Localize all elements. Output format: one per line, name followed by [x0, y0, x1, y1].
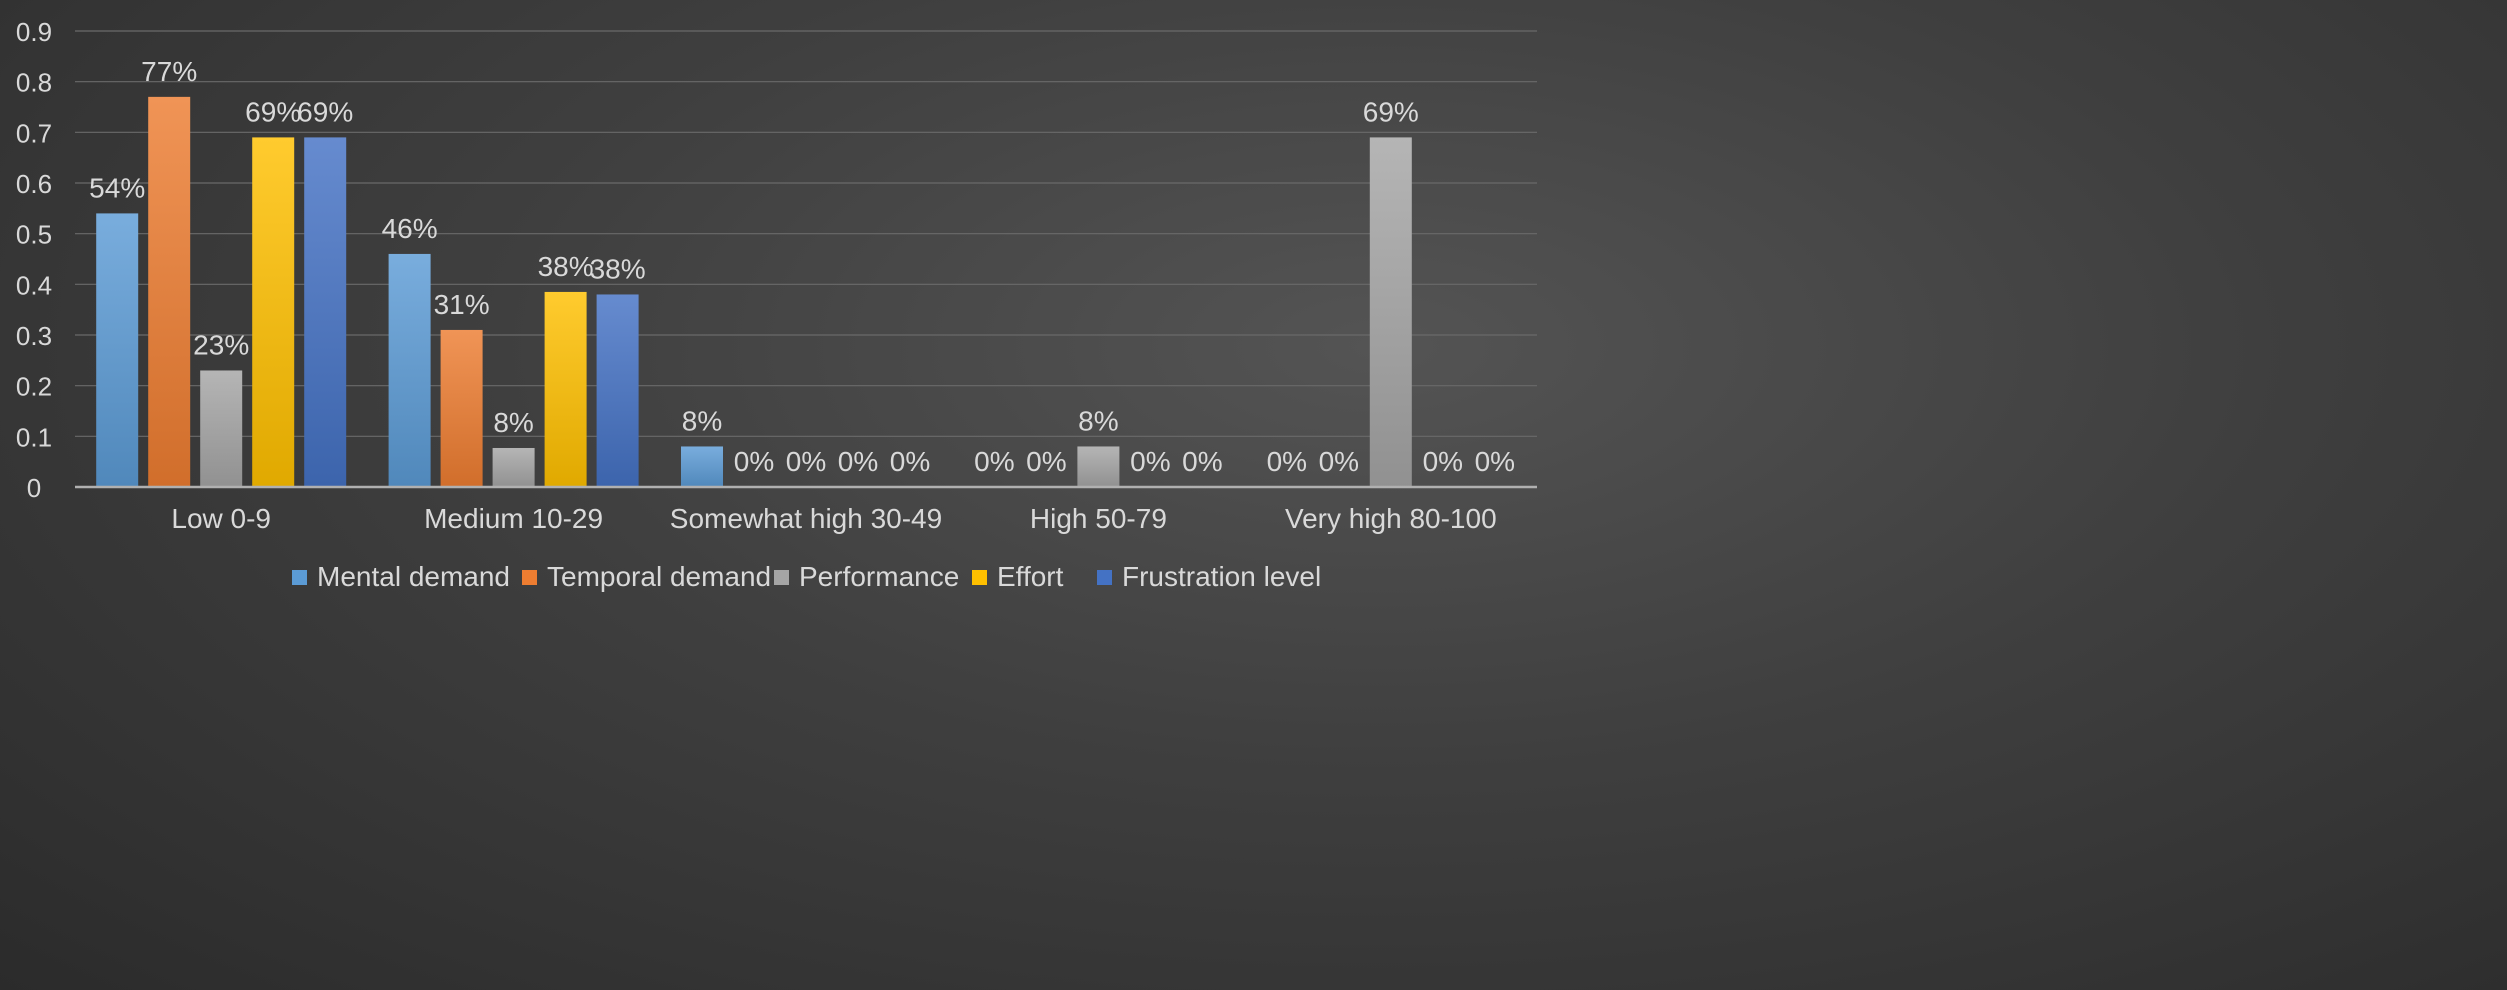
y-tick-label: 0.7	[16, 118, 52, 148]
legend-swatch	[1097, 570, 1112, 585]
y-tick-label: 0.1	[16, 422, 52, 452]
bar	[148, 96, 191, 487]
legend-label: Effort	[997, 561, 1064, 592]
data-labels: 54%77%23%69%69%46%31%8%38%38%8%0% 0% 0% 0% 0…	[89, 56, 1515, 477]
legend-swatch	[522, 570, 537, 585]
y-tick-label: 0.2	[16, 372, 52, 402]
data-label: 46%	[382, 213, 438, 244]
data-label: 0%	[890, 446, 930, 477]
legend-swatch	[774, 570, 789, 585]
data-label: 69%	[245, 96, 301, 127]
bar	[1077, 446, 1120, 487]
data-label: 8%	[682, 405, 722, 436]
y-tick-label: 0	[27, 473, 41, 503]
legend-label: Mental demand	[317, 561, 510, 592]
bar	[544, 291, 587, 487]
x-category-label: Somewhat high 30-49	[670, 503, 942, 534]
bar	[304, 137, 347, 487]
legend-label: Frustration level	[1122, 561, 1321, 592]
legend-label: Performance	[799, 561, 959, 592]
data-label: 0%	[1267, 446, 1307, 477]
data-label: 0%	[1319, 446, 1359, 477]
data-label: 69%	[297, 96, 353, 127]
bar	[492, 447, 535, 487]
data-label: 0%	[786, 446, 826, 477]
data-label: 23%	[193, 329, 249, 360]
y-axis-ticks: 0 0.1 0.2 0.3 0.4 0.5 0.6 0.7 0.8 0.9	[16, 17, 52, 503]
x-axis-categories: Low 0-9 Medium 10-29 Somewhat high 30-49 Hi…	[171, 503, 1496, 534]
bar	[96, 213, 139, 487]
bar	[252, 137, 295, 487]
y-tick-label: 0.4	[16, 270, 52, 300]
data-label: 8%	[493, 407, 533, 438]
legend-label: Temporal demand	[547, 561, 771, 592]
bar	[388, 253, 431, 487]
legend: Mental demand Temporal demand Performance E…	[292, 561, 1321, 592]
data-label: 38%	[590, 253, 646, 284]
data-label: 0%	[1026, 446, 1066, 477]
legend-swatch	[972, 570, 987, 585]
y-tick-label: 0.3	[16, 321, 52, 351]
gridlines	[75, 30, 1537, 437]
y-tick-label: 0.8	[16, 68, 52, 98]
x-category-label: Very high 80-100	[1285, 503, 1497, 534]
x-category-label: High 50-79	[1030, 503, 1167, 534]
bar	[200, 370, 243, 487]
bars	[96, 96, 1412, 487]
data-label: 38%	[538, 251, 594, 282]
bar	[440, 329, 483, 487]
bar	[1369, 137, 1412, 487]
bar	[596, 294, 639, 487]
data-label: 77%	[141, 56, 197, 87]
x-category-label: Low 0-9	[171, 503, 271, 534]
data-label: 0%	[1423, 446, 1463, 477]
data-label: 0%	[1182, 446, 1222, 477]
data-label: 0%	[734, 446, 774, 477]
data-label: 0%	[1475, 446, 1515, 477]
data-label: 0%	[838, 446, 878, 477]
y-tick-label: 0.9	[16, 17, 52, 47]
data-label: 8%	[1078, 405, 1118, 436]
legend-swatch	[292, 570, 307, 585]
bar	[681, 446, 723, 487]
y-tick-label: 0.5	[16, 220, 52, 250]
data-label: 31%	[434, 289, 490, 320]
data-label: 54%	[89, 172, 145, 203]
data-label: 69%	[1363, 96, 1419, 127]
data-label: 0%	[1130, 446, 1170, 477]
y-tick-label: 0.6	[16, 169, 52, 199]
x-category-label: Medium 10-29	[424, 503, 603, 534]
data-label: 0%	[974, 446, 1014, 477]
